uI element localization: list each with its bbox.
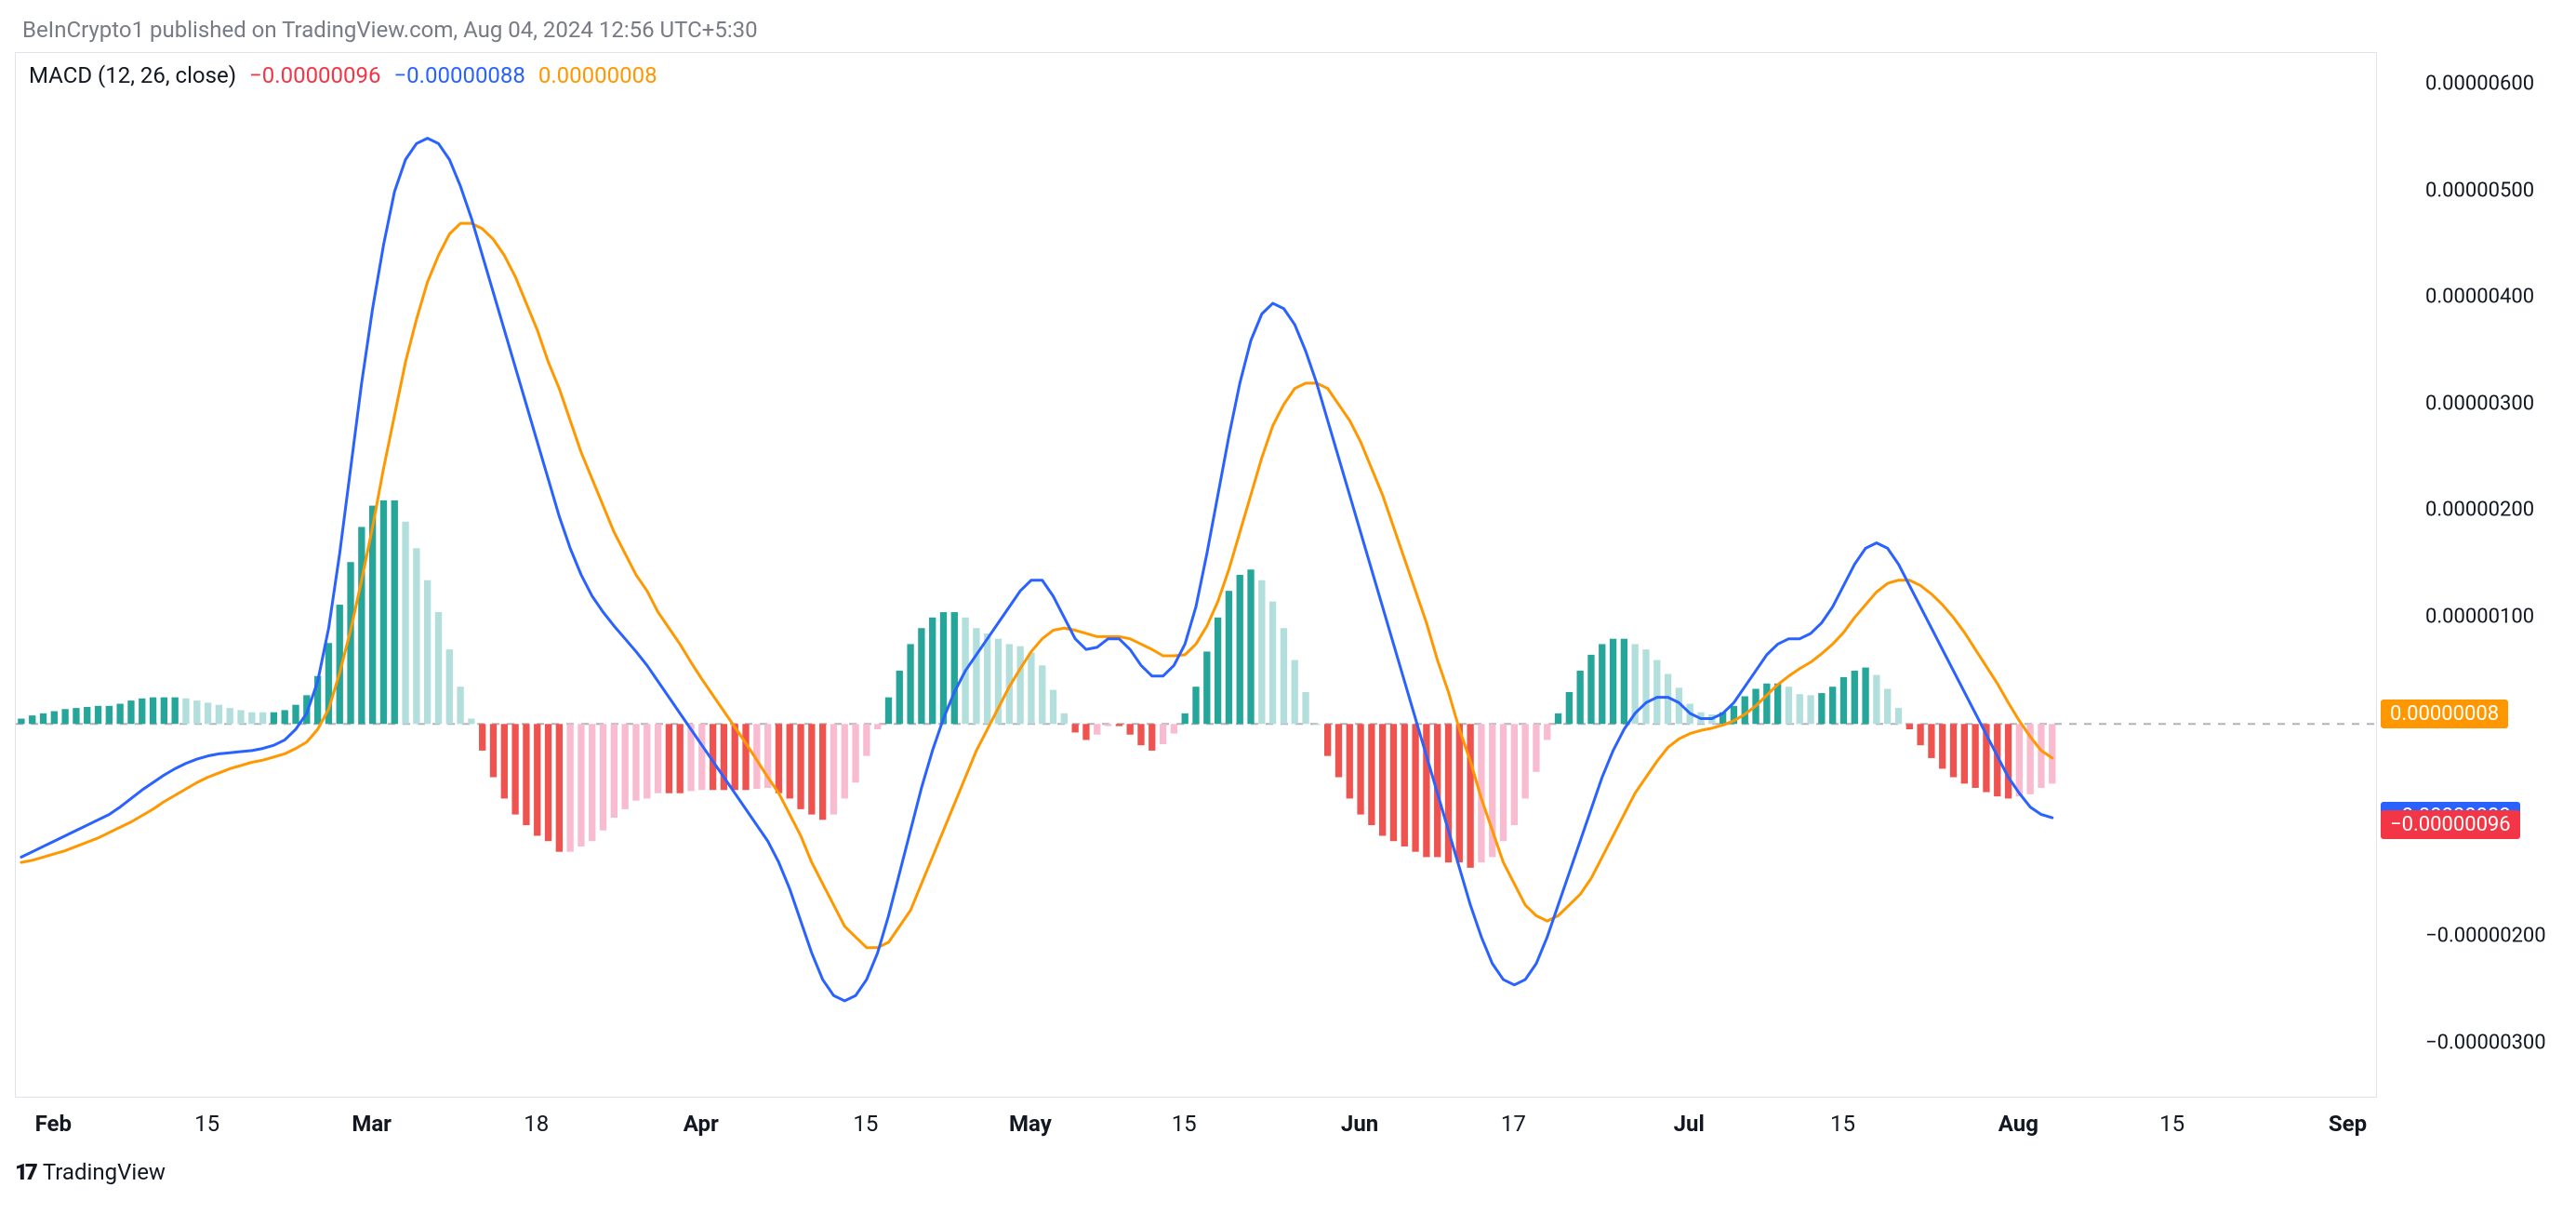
tradingview-logo-icon: 17 (15, 1159, 35, 1185)
legend-histogram-value: −0.00000096 (249, 62, 380, 88)
tradingview-logo: 17 TradingView (15, 1159, 166, 1185)
plot-area[interactable]: MACD (12, 26, close) −0.00000096 −0.0000… (15, 52, 2377, 1098)
y-axis-label: 0.00000400 (2425, 286, 2534, 309)
x-axis-label: 15 (853, 1111, 878, 1137)
x-axis: Feb 15 Mar 18 Apr 15 May 15 Jun 17 Jul 15 Aug 15 Sep (15, 1100, 2375, 1146)
x-axis-label: Aug (1998, 1111, 2038, 1137)
y-axis-label: −0.00000200 (2425, 925, 2546, 948)
y-axis-label: 0.00000200 (2425, 499, 2534, 522)
x-axis-label: Sep (2329, 1111, 2367, 1137)
x-axis-label: 17 (1501, 1111, 1526, 1137)
y-axis: 0.00000600 0.00000500 0.00000400 0.00000300… (2381, 52, 2567, 1096)
indicator-legend: MACD (12, 26, close) −0.00000096 −0.0000… (29, 62, 657, 88)
legend-signal-value: 0.00000008 (538, 62, 657, 88)
x-axis-label: Apr (684, 1111, 719, 1137)
x-axis-label: Jun (1341, 1111, 1378, 1137)
x-axis-label: 15 (2159, 1111, 2184, 1137)
y-axis-label: 0.00000600 (2425, 73, 2534, 96)
x-axis-label: 15 (1172, 1111, 1197, 1137)
x-axis-label: 15 (194, 1111, 219, 1137)
y-axis-label: 0.00000100 (2425, 605, 2534, 628)
x-axis-label: Feb (35, 1111, 72, 1137)
x-axis-label: 15 (1830, 1111, 1855, 1137)
x-axis-label: May (1009, 1111, 1052, 1137)
x-axis-label: Mar (352, 1111, 392, 1137)
plot-svg (16, 53, 2376, 1097)
legend-macd-value: −0.00000088 (393, 62, 524, 88)
attribution-text: BeInCrypto1 published on TradingView.com… (22, 17, 758, 43)
y-axis-label: −0.00000300 (2425, 1031, 2546, 1054)
price-tag: 0.00000008 (2381, 700, 2508, 728)
price-tag: −0.00000096 (2381, 810, 2520, 839)
legend-indicator-name: MACD (12, 26, close) (29, 62, 236, 88)
y-axis-label: 0.00000500 (2425, 179, 2534, 202)
tradingview-logo-text: TradingView (43, 1159, 166, 1185)
x-axis-label: 18 (524, 1111, 549, 1137)
y-axis-label: 0.00000300 (2425, 392, 2534, 415)
chart-container: BeInCrypto1 published on TradingView.com… (0, 0, 2576, 1213)
x-axis-label: Jul (1674, 1111, 1705, 1137)
